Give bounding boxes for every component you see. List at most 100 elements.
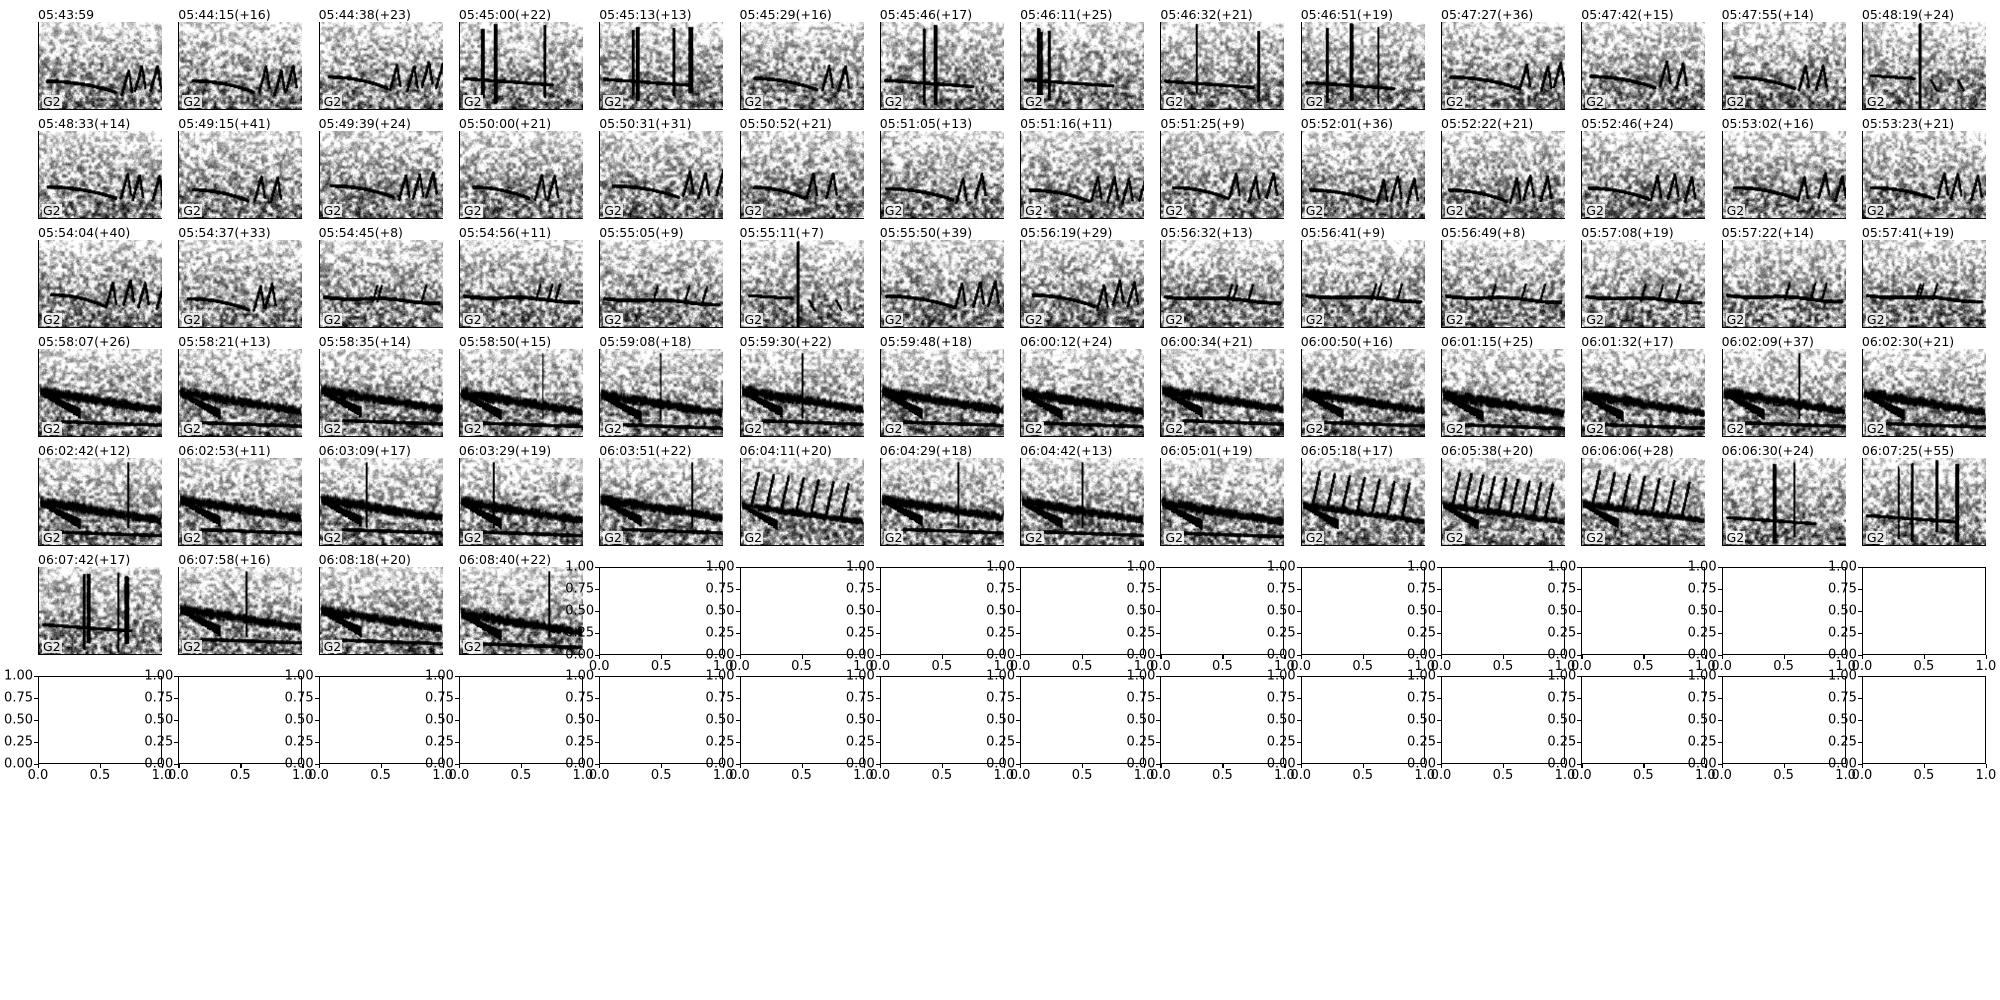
y-tick-mark xyxy=(1156,742,1161,744)
spectrogram-panel[interactable]: 05:48:33(+14) G2 xyxy=(38,117,162,219)
spectrogram-panel[interactable]: 05:45:29(+16) G2 xyxy=(739,8,864,110)
spectrogram-panel[interactable]: 05:45:13(+13) G2 xyxy=(599,8,724,110)
spectrogram-panel[interactable]: 05:50:31(+31) G2 xyxy=(599,117,724,219)
spectrogram-axes: G2 xyxy=(879,349,1004,437)
spectrogram-panel[interactable]: 05:55:05(+9) G2 xyxy=(599,226,724,328)
spectrogram-panel[interactable]: 05:43:59 G2 xyxy=(38,8,162,110)
y-tick-mark xyxy=(1437,633,1441,635)
panel-group-tag: G2 xyxy=(603,421,623,436)
spectrogram-panel[interactable]: 05:57:22(+14) G2 xyxy=(1721,226,1846,328)
spectrogram-panel[interactable]: 05:49:15(+41) G2 xyxy=(178,116,303,219)
spectrogram-panel[interactable]: 05:56:41(+9) G2 xyxy=(1300,226,1425,328)
spectrogram-panel[interactable]: 05:46:32(+21) G2 xyxy=(1160,8,1285,110)
spectrogram-panel[interactable]: 06:01:15(+25) G2 xyxy=(1441,335,1565,437)
spectrogram-panel[interactable]: 05:44:38(+23) G2 xyxy=(318,8,443,110)
spectrogram-panel[interactable]: 06:05:18(+17) G2 xyxy=(1300,444,1425,546)
spectrogram-panel[interactable]: 05:53:23(+21) G2 xyxy=(1861,117,1986,219)
panel-timestamp-title: 06:05:01(+19) xyxy=(1160,443,1253,458)
spectrogram-axes: G2 xyxy=(1861,240,1986,328)
spectrogram-panel[interactable]: 06:02:30(+21) G2 xyxy=(1861,335,1986,437)
spectrogram-panel[interactable]: 05:56:49(+8) G2 xyxy=(1441,226,1565,328)
x-tick-mark xyxy=(1160,655,1162,659)
spectrogram-panel[interactable]: 06:07:25(+55) G2 xyxy=(1861,444,1986,546)
panel-timestamp-title: 06:03:51(+22) xyxy=(599,443,692,458)
spectrogram-panel[interactable]: 05:51:25(+9) G2 xyxy=(1160,117,1285,219)
spectrogram-panel[interactable]: 06:07:42(+17) G2 xyxy=(38,553,162,655)
y-tick-mark xyxy=(735,742,740,744)
spectrogram-panel[interactable]: 05:53:02(+16) G2 xyxy=(1721,117,1846,219)
spectrogram-panel[interactable]: 05:59:08(+18) G2 xyxy=(599,335,724,437)
spectrogram-panel[interactable]: 05:59:48(+18) G2 xyxy=(879,335,1004,437)
spectrogram-panel[interactable]: 05:47:27(+36) G2 xyxy=(1441,8,1565,110)
spectrogram-panel[interactable]: 06:00:34(+21) G2 xyxy=(1160,335,1285,437)
y-tick-label: 0.25 xyxy=(1126,625,1156,641)
spectrogram-panel[interactable]: 05:54:04(+40) G2 xyxy=(38,226,162,328)
spectrogram-panel[interactable]: 05:56:32(+13) G2 xyxy=(1160,226,1285,328)
spectrogram-panel[interactable]: 05:54:56(+11) G2 xyxy=(458,226,583,328)
spectrogram-image xyxy=(1161,22,1285,109)
spectrogram-panel[interactable]: 06:08:18(+20) G2 xyxy=(318,553,443,655)
spectrogram-panel[interactable]: 05:58:35(+14) G2 xyxy=(318,335,443,437)
spectrogram-panel[interactable]: 06:00:12(+24) G2 xyxy=(1020,335,1145,437)
spectrogram-panel[interactable]: 05:58:50(+15) G2 xyxy=(458,335,583,437)
spectrogram-panel[interactable]: 06:08:40(+22) G2 xyxy=(458,553,583,655)
spectrogram-panel[interactable]: 05:54:37(+33) G2 xyxy=(178,226,303,328)
spectrogram-panel[interactable]: 05:45:46(+17) G2 xyxy=(879,8,1004,110)
spectrogram-panel[interactable]: 05:58:21(+13) G2 xyxy=(178,335,303,437)
spectrogram-panel[interactable]: 05:50:52(+21) G2 xyxy=(739,117,864,219)
panel-group-tag: G2 xyxy=(42,639,62,654)
axes-frame xyxy=(38,676,162,764)
spectrogram-panel[interactable]: 06:02:53(+11) G2 xyxy=(178,444,303,546)
empty-axes: 1.00 0.75 0.50 0.25 0.00 0.0 0.5 1.0 xyxy=(1828,561,1996,674)
spectrogram-panel[interactable]: 06:04:42(+13) G2 xyxy=(1020,444,1145,546)
y-tick-label: 0.00 xyxy=(144,756,174,772)
y-tick-label: 0.00 xyxy=(1126,756,1156,772)
spectrogram-panel[interactable]: 05:58:07(+26) G2 xyxy=(38,335,162,437)
spectrogram-panel[interactable]: 05:46:51(+19) G2 xyxy=(1300,8,1425,110)
spectrogram-panel[interactable]: 06:07:58(+16) G2 xyxy=(178,553,303,655)
y-tick-mark xyxy=(735,655,740,657)
x-tick-label: 0.5 xyxy=(1492,659,1514,674)
spectrogram-panel[interactable]: 06:03:29(+19) G2 xyxy=(458,444,583,546)
panel-timestamp-title: 05:49:15(+41) xyxy=(178,116,271,131)
spectrogram-panel[interactable]: 05:48:19(+24) G2 xyxy=(1861,8,1986,110)
spectrogram-panel[interactable]: 05:47:55(+14) G2 xyxy=(1721,8,1846,110)
spectrogram-panel[interactable]: 06:00:50(+16) G2 xyxy=(1300,335,1425,437)
spectrogram-panel[interactable]: 05:55:50(+39) G2 xyxy=(879,226,1004,328)
spectrogram-panel[interactable]: 06:03:51(+22) G2 xyxy=(599,443,724,546)
spectrogram-panel[interactable]: 06:03:09(+17) G2 xyxy=(318,444,443,546)
spectrogram-panel[interactable]: 05:46:11(+25) G2 xyxy=(1020,8,1145,110)
spectrogram-panel[interactable]: 06:01:32(+17) G2 xyxy=(1581,335,1706,437)
spectrogram-panel[interactable]: 06:04:29(+18) G2 xyxy=(879,444,1004,546)
spectrogram-panel[interactable]: 05:57:41(+19) G2 xyxy=(1861,226,1986,328)
x-tick-mark xyxy=(1082,764,1084,768)
y-tick-mark xyxy=(1156,676,1161,678)
spectrogram-panel[interactable]: 05:44:15(+16) G2 xyxy=(178,8,303,110)
spectrogram-panel[interactable]: 06:06:30(+24) G2 xyxy=(1721,444,1846,546)
spectrogram-panel[interactable]: 05:59:30(+22) G2 xyxy=(739,335,864,437)
x-tick-label: 0.5 xyxy=(510,768,532,783)
spectrogram-panel[interactable]: 06:02:42(+12) G2 xyxy=(38,444,162,546)
spectrogram-panel[interactable]: 05:52:22(+21) G2 xyxy=(1441,117,1565,219)
spectrogram-panel[interactable]: 06:05:01(+19) G2 xyxy=(1160,443,1285,546)
spectrogram-panel[interactable]: 05:56:19(+29) G2 xyxy=(1020,226,1145,328)
spectrogram-panel[interactable]: 05:45:00(+22) G2 xyxy=(458,8,583,110)
spectrogram-image xyxy=(1161,131,1285,218)
spectrogram-panel[interactable]: 05:50:00(+21) G2 xyxy=(458,117,583,219)
x-tick-mark xyxy=(1020,764,1022,768)
spectrogram-panel[interactable]: 05:49:39(+24) G2 xyxy=(318,117,443,219)
spectrogram-axes: G2 xyxy=(739,131,864,219)
spectrogram-panel[interactable]: 05:54:45(+8) G2 xyxy=(318,226,443,328)
spectrogram-panel[interactable]: 05:51:16(+11) G2 xyxy=(1020,117,1145,219)
spectrogram-panel[interactable]: 06:05:38(+20) G2 xyxy=(1441,444,1565,546)
spectrogram-panel[interactable]: 05:57:08(+19) G2 xyxy=(1581,226,1706,328)
spectrogram-panel[interactable]: 06:06:06(+28) G2 xyxy=(1581,444,1706,546)
spectrogram-panel[interactable]: 05:51:05(+13) G2 xyxy=(879,117,1004,219)
spectrogram-panel[interactable]: 05:55:11(+7) G2 xyxy=(739,226,864,328)
x-tick-label: 0.0 xyxy=(869,768,891,783)
spectrogram-panel[interactable]: 05:47:42(+15) G2 xyxy=(1581,8,1706,110)
spectrogram-panel[interactable]: 05:52:46(+24) G2 xyxy=(1581,117,1706,219)
spectrogram-panel[interactable]: 06:04:11(+20) G2 xyxy=(739,444,864,546)
spectrogram-panel[interactable]: 05:52:01(+36) G2 xyxy=(1300,117,1425,219)
spectrogram-panel[interactable]: 06:02:09(+37) G2 xyxy=(1721,335,1846,437)
